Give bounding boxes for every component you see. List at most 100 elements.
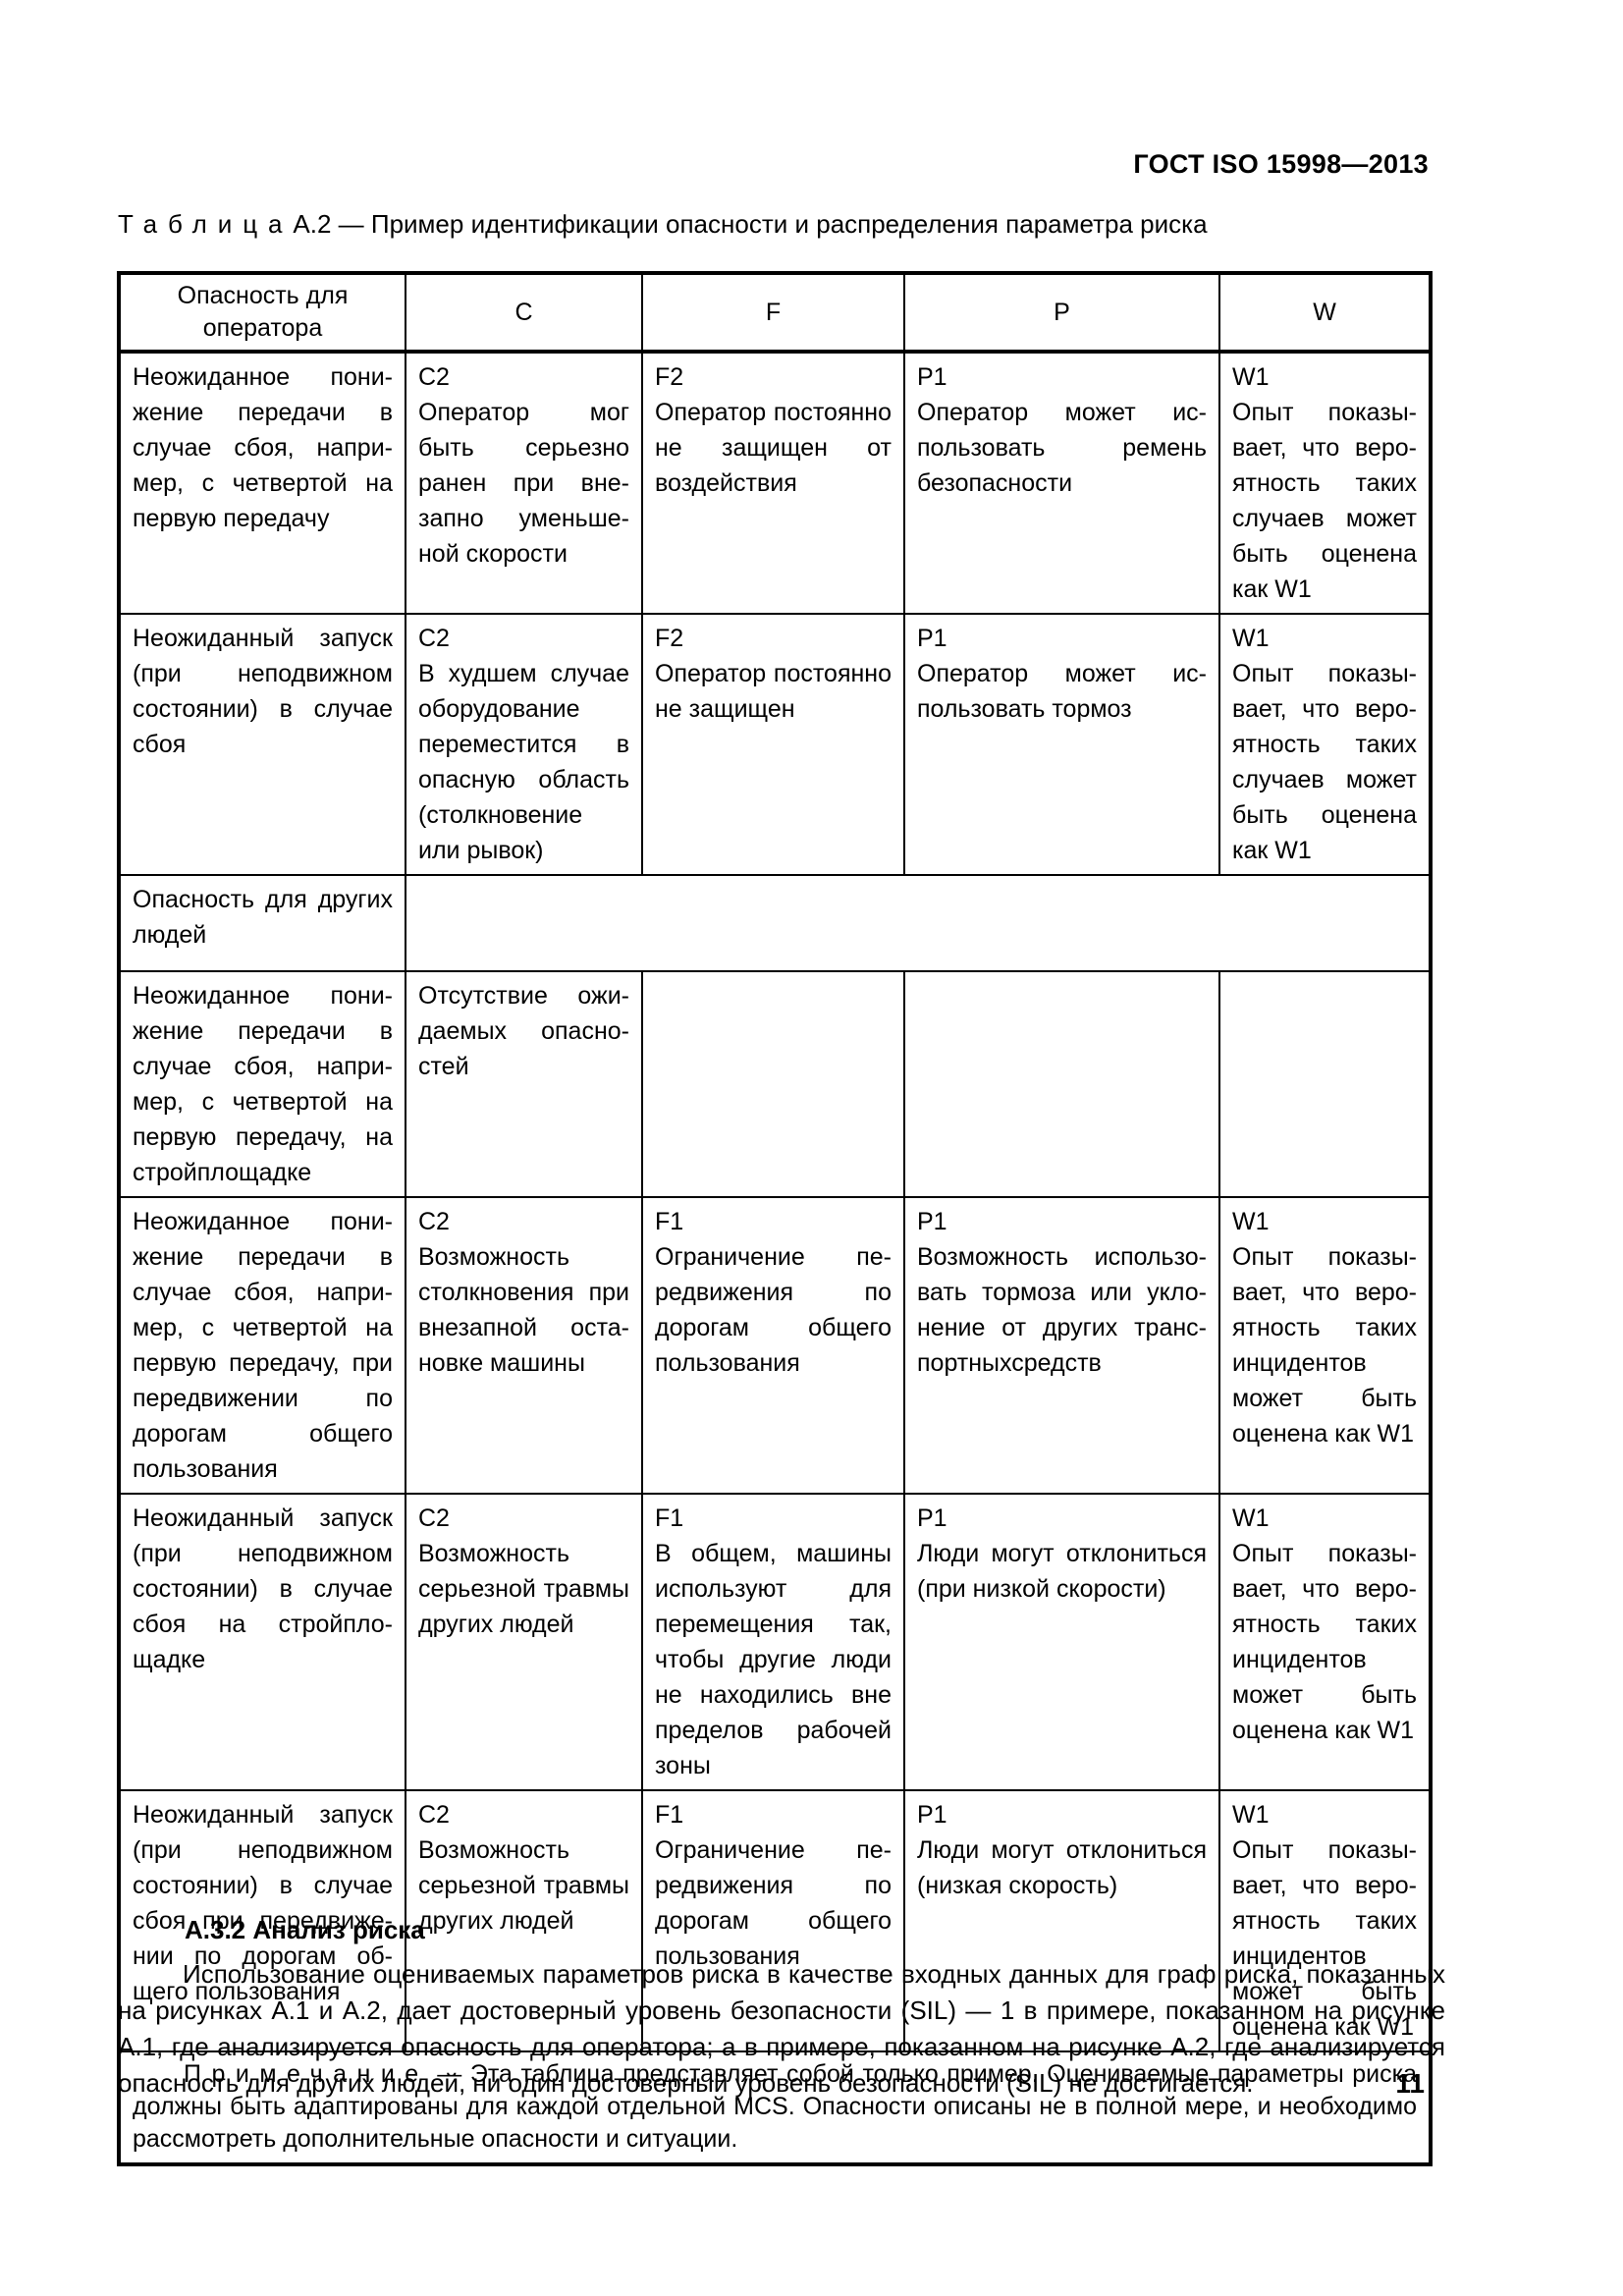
risk-text: Опыт показы­вает, что веро­ятность таких… <box>1232 660 1417 864</box>
table-caption-dash: — <box>338 209 364 239</box>
col-header-f: F <box>641 272 905 354</box>
col-header-w: W <box>1218 272 1432 354</box>
doc-header: ГОСТ ISO 15998—2013 <box>1133 149 1429 179</box>
risk-code: P1 <box>917 625 947 652</box>
w-cell <box>1218 970 1432 1198</box>
table-row: Неожиданное пони­жение передачи в случае… <box>118 351 1432 615</box>
note-label: Примечание <box>184 2060 429 2088</box>
risk-code: P1 <box>917 1801 947 1829</box>
hazard-cell: Неожиданное пони­жение передачи в случае… <box>118 970 406 1198</box>
hazard-cell: Неожиданный запуск (при неподвижном сост… <box>118 613 406 876</box>
risk-text: Оператор мог быть серьезно ранен при вне… <box>418 399 629 568</box>
hazard-cell: Неожиданное пони­жение передачи в случае… <box>118 1196 406 1495</box>
table-row: Неожиданный запуск (при неподвижном сост… <box>118 1789 1432 2052</box>
f-cell: F2 Оператор посто­янно не защищен <box>641 613 905 876</box>
hazard-cell: Неожиданный запуск (при неподвижном сост… <box>118 1493 406 1791</box>
risk-text: Возможность серьезной травмы других люде… <box>418 1540 629 1638</box>
p-cell <box>903 970 1220 1198</box>
risk-code: P1 <box>917 363 947 391</box>
note-dash: — <box>437 2060 462 2088</box>
w-cell: W1 Опыт показы­вает, что веро­ятность та… <box>1218 351 1432 615</box>
table-caption: ТаблицаА.2 — Пример идентификации опасно… <box>118 209 1430 240</box>
table-row: Неожиданное пони­жение передачи в случае… <box>118 970 1432 1198</box>
risk-code: P1 <box>917 1208 947 1235</box>
risk-code: P1 <box>917 1504 947 1532</box>
w-cell: W1 Опыт показы­вает, что веро­ятность та… <box>1218 1789 1432 2052</box>
w-cell: W1 Опыт показы­вает, что веро­ятность та… <box>1218 1493 1432 1791</box>
section-heading: А.3.2 Анализ риска <box>185 1915 425 1944</box>
table-note: Примечание — Эта таблица представляет со… <box>133 2058 1417 2156</box>
risk-code: W1 <box>1232 1504 1270 1532</box>
c-cell: C2 Возможность серьезной травмы других л… <box>405 1493 643 1791</box>
risk-text: Оператор может ис­пользовать тормоз <box>917 660 1207 723</box>
header-row: Опасность для оператора C F P W <box>118 272 1432 354</box>
risk-text: Возможность использо­вать тормоза или ук… <box>917 1243 1207 1377</box>
risk-text: Опыт показы­вает, что веро­ятность таких… <box>1232 1836 1417 2041</box>
risk-text: Оператор посто­янно не защищен <box>655 660 892 723</box>
w-cell: W1 Опыт показы­вает, что веро­ятность та… <box>1218 1196 1432 1495</box>
page-number: 11 <box>1395 2068 1425 2099</box>
risk-text: Отсутствие ожи­даемых опасно­стей <box>418 982 629 1080</box>
risk-text: В худшем случае оборудование переместитс… <box>418 660 629 864</box>
f-cell: F1 Ограничение пе­редвижения по дорогам … <box>641 1196 905 1495</box>
risk-text: Опыт показы­вает, что веро­ятность таких… <box>1232 1243 1417 1448</box>
f-cell: F1 В общем, машины используют для переме… <box>641 1493 905 1791</box>
table-caption-label: Таблица <box>118 209 294 239</box>
risk-code: W1 <box>1232 1208 1270 1235</box>
p-cell: P1 Люди могут отклониться (низкая скорос… <box>903 1789 1220 2052</box>
note-cell: Примечание — Эта таблица представляет со… <box>118 2050 1432 2165</box>
col-header-p: P <box>903 272 1220 354</box>
c-cell: C2 Возможность столкновения при внезапно… <box>405 1196 643 1495</box>
table-caption-number: А.2 <box>293 209 332 239</box>
risk-text: Опыт показы­вает, что веро­ятность таких… <box>1232 1540 1417 1744</box>
section-row-empty-cell <box>405 874 1432 972</box>
risk-code: F1 <box>655 1208 684 1235</box>
risk-text: Возможность столкновения при внезапной о… <box>418 1243 629 1377</box>
c-cell: C2 Оператор мог быть серьезно ранен при … <box>405 351 643 615</box>
risk-text: В общем, машины используют для перемещен… <box>655 1540 892 1779</box>
risk-code: F1 <box>655 1801 684 1829</box>
table-row: Неожиданный запуск (при неподвижном сост… <box>118 1493 1432 1791</box>
risk-table-body: Неожиданное пони­жение передачи в случае… <box>118 351 1432 2165</box>
risk-code: C2 <box>418 1504 450 1532</box>
risk-code: C2 <box>418 625 450 652</box>
risk-text: Ограничение пе­редвижения по дорогам общ… <box>655 1836 892 1970</box>
f-cell: F2 Оператор посто­янно не защищен от воз… <box>641 351 905 615</box>
section-row: Опасность для других людей <box>118 874 1432 972</box>
risk-text: Люди могут отклониться (при низкой скоро… <box>917 1540 1207 1603</box>
risk-code: C2 <box>418 363 450 391</box>
risk-text: Ограничение пе­редвижения по дорогам общ… <box>655 1243 892 1377</box>
risk-code: F2 <box>655 363 684 391</box>
c-cell: C2 В худшем случае оборудование перемест… <box>405 613 643 876</box>
risk-table: Опасность для оператора C F P W Неожидан… <box>117 271 1433 2166</box>
hazard-cell: Неожиданный запуск (при неподвижном сост… <box>118 1789 406 2052</box>
risk-text: Люди могут отклониться (низкая скорость) <box>917 1836 1207 1899</box>
note-row: Примечание — Эта таблица представляет со… <box>118 2050 1432 2165</box>
hazard-cell: Неожиданное пони­жение передачи в случае… <box>118 351 406 615</box>
f-cell: F1 Ограничение пе­редвижения по дорогам … <box>641 1789 905 2052</box>
c-cell: Отсутствие ожи­даемых опасно­стей <box>405 970 643 1198</box>
risk-code: W1 <box>1232 1801 1270 1829</box>
risk-code: C2 <box>418 1801 450 1829</box>
p-cell: P1 Возможность использо­вать тормоза или… <box>903 1196 1220 1495</box>
section-body: Использование оцениваемых параметров рис… <box>118 1959 1445 2098</box>
risk-text: Оператор посто­янно не защищен от воздей… <box>655 399 892 497</box>
risk-code: F1 <box>655 1504 684 1532</box>
table-row: Неожиданный запуск (при неподвижном сост… <box>118 613 1432 876</box>
col-header-c: C <box>405 272 643 354</box>
section-row-label-cell: Опасность для других людей <box>118 874 406 972</box>
risk-text: Оператор может ис­пользовать ремень безо… <box>917 399 1207 497</box>
risk-text: Опыт показы­вает, что веро­ятность таких… <box>1232 399 1417 603</box>
note-text: Эта таблица представляет собой только пр… <box>133 2060 1418 2153</box>
p-cell: P1 Оператор может ис­пользовать ремень б… <box>903 351 1220 615</box>
risk-text: Возможность серьезной травмы других люде… <box>418 1836 629 1935</box>
f-cell <box>641 970 905 1198</box>
p-cell: P1 Оператор может ис­пользовать тормоз <box>903 613 1220 876</box>
risk-code: W1 <box>1232 625 1270 652</box>
w-cell: W1 Опыт показы­вает, что веро­ятность та… <box>1218 613 1432 876</box>
risk-table-head: Опасность для оператора C F P W <box>118 272 1432 354</box>
p-cell: P1 Люди могут отклониться (при низкой ск… <box>903 1493 1220 1791</box>
table-row: Неожиданное пони­жение передачи в случае… <box>118 1196 1432 1495</box>
risk-code: W1 <box>1232 363 1270 391</box>
